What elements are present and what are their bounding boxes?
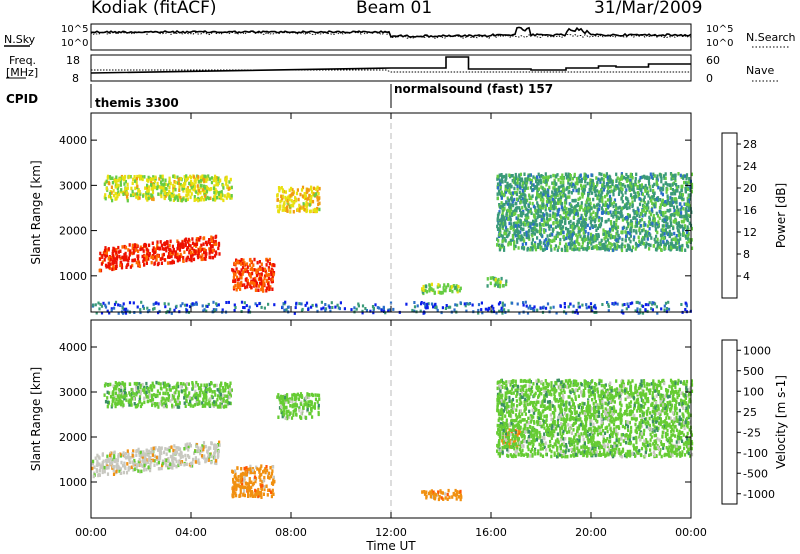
freq-line [90, 56, 691, 74]
xtick-label: 16:00 [475, 526, 507, 539]
velocity-colorbar-label: -500 [743, 467, 768, 480]
nsearch-tick-high: 10^5 [706, 24, 734, 35]
nsearch-tick-low: 10^0 [706, 38, 734, 49]
nave-tick-high: 60 [706, 54, 720, 67]
power-colorbar-frame [721, 132, 738, 299]
nave-line [91, 69, 691, 73]
power-colorbar-label: 4 [743, 270, 750, 283]
nsearch-label: N.Search [746, 31, 796, 44]
velocity-ytick-label: 2000 [59, 431, 87, 444]
cpid-segment-2: normalsound (fast) 157 [394, 82, 554, 96]
velocity-colorbar-label: 500 [743, 365, 764, 378]
power-colorbar-title: Power [dB] [774, 183, 788, 248]
velocity-ytick-label: 3000 [59, 386, 87, 399]
velocity-colorbar-frame [721, 339, 738, 505]
velocity-heatmap-cells [91, 378, 694, 502]
xtick-label: 12:00 [375, 526, 407, 539]
freq-tick-low: 8 [72, 72, 79, 85]
velocity-ytick-label: 1000 [59, 476, 87, 489]
velocity-colorbar-label: 100 [743, 385, 764, 398]
power-colorbar-label: 12 [743, 226, 757, 239]
power-colorbar-label: 16 [743, 204, 757, 217]
velocity-colorbar-label: -25 [743, 426, 761, 439]
date-title: 31/Mar/2009 [594, 0, 703, 18]
power-colorbar-label: 20 [743, 182, 757, 195]
velocity-ytick-label: 4000 [59, 341, 87, 354]
velocity-colorbar-label: 25 [743, 406, 757, 419]
cpid-label: CPID [6, 92, 39, 106]
nsky-tick-low: 10^0 [61, 38, 89, 49]
cpid-segment-1: themis 3300 [95, 96, 179, 110]
power-ytick-label: 3000 [59, 179, 87, 192]
freq-panel-frame [90, 54, 692, 82]
power-heatmap-cells [91, 172, 694, 315]
power-ytick-label: 2000 [59, 225, 87, 238]
velocity-colorbar-title: Velocity [m s-1] [774, 375, 788, 469]
velocity-colorbar-label: -100 [743, 447, 768, 460]
nsky-label: N.Sky [4, 33, 36, 46]
power-ytick-label: 1000 [59, 270, 87, 283]
xtick-label: 04:00 [175, 526, 207, 539]
station-title: Kodiak (fitACF) [91, 0, 217, 18]
power-ylabel: Slant Range [km] [29, 160, 43, 264]
freq-tick-high: 18 [66, 54, 80, 67]
power-colorbar-label: 28 [743, 138, 757, 151]
nave-label: Nave [746, 64, 775, 77]
power-colorbar-label: 24 [743, 160, 757, 173]
freq-label: Freq. [9, 54, 37, 67]
xaxis-label: Time UT [365, 539, 416, 553]
power-ytick-label: 4000 [59, 134, 87, 147]
velocity-colorbar-label: 1000 [743, 344, 771, 357]
freq-unit: [MHz] [6, 66, 39, 79]
velocity-colorbar-label: -1000 [743, 488, 775, 501]
velocity-ylabel: Slant Range [km] [29, 367, 43, 471]
nsky-line [91, 26, 692, 38]
xtick-label: 00:00 [675, 526, 707, 539]
xtick-label: 20:00 [575, 526, 607, 539]
power-colorbar-label: 8 [743, 248, 750, 261]
xtick-label: 00:00 [75, 526, 107, 539]
nave-tick-low: 0 [706, 72, 713, 85]
nsearch-line [90, 30, 692, 40]
nsky-tick-high: 10^5 [61, 24, 89, 35]
xtick-label: 08:00 [275, 526, 307, 539]
beam-title: Beam 01 [356, 0, 433, 18]
